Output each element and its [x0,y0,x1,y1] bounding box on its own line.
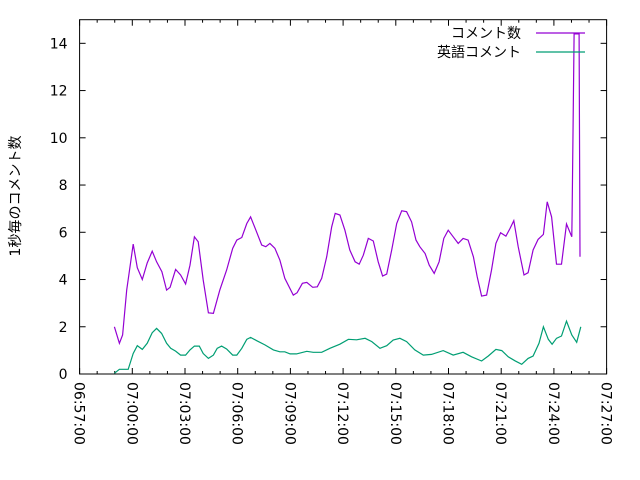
x-tick-label: 06:57:00 [71,382,87,445]
y-tick-label: 10 [50,131,68,147]
x-tick-label: 07:21:00 [492,382,508,445]
x-tick-label: 07:06:00 [229,382,245,445]
y-tick-label: 8 [59,178,68,194]
y-tick-label: 6 [59,225,68,241]
legend-label: 英語コメント [437,44,521,61]
series-group [113,33,582,374]
y-tick-label: 12 [50,84,68,100]
x-tick-label: 07:27:00 [598,382,614,445]
x-tick-label: 07:12:00 [334,382,350,445]
y-axis-label: 1秒毎のコメント数 [8,136,24,257]
x-tick-label: 07:18:00 [440,382,456,445]
series-line-1 [114,319,582,374]
x-tick-label: 07:15:00 [387,382,403,445]
axes: 0 2 4 6 8 10 12 14 06:57:00 07:00:00 07:03:00 07:06… [50,19,614,445]
x-tick-label: 07:03:00 [176,382,192,445]
plot-border [79,19,608,375]
series-line-0 [113,33,581,346]
x-tick-label: 07:00:00 [123,382,139,445]
y-tick-label: 4 [59,273,68,289]
x-tick-label: 07:24:00 [545,382,561,445]
legend-label: コメント数 [451,26,521,42]
y-tick-label: 0 [59,367,68,383]
y-tick-label: 14 [50,36,68,52]
y-tick-label: 2 [59,320,68,336]
x-tick-label: 07:09:00 [281,382,297,445]
